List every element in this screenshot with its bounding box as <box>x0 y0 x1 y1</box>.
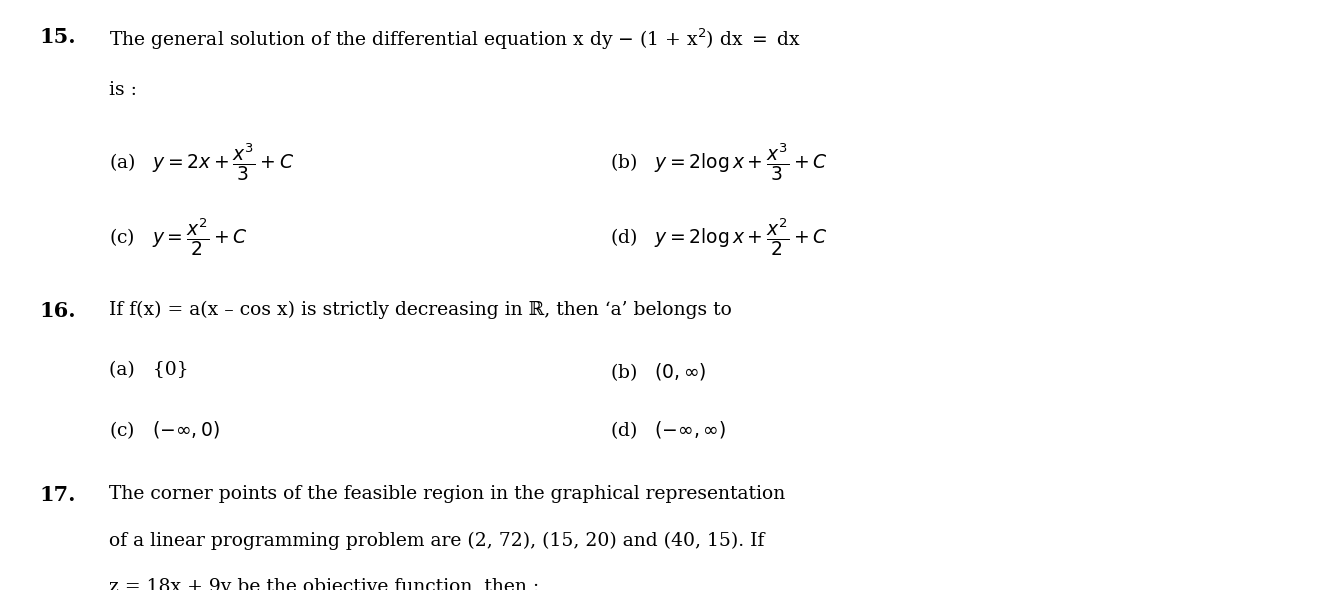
Text: 17.: 17. <box>40 485 77 505</box>
Text: 15.: 15. <box>40 27 77 47</box>
Text: The corner points of the feasible region in the graphical representation: The corner points of the feasible region… <box>109 485 786 503</box>
Text: If f(x) = a(x – cos x) is strictly decreasing in ℝ, then ‘a’ belongs to: If f(x) = a(x – cos x) is strictly decre… <box>109 301 731 319</box>
Text: (a)   $y = 2x + \dfrac{x^3}{3} + C$: (a) $y = 2x + \dfrac{x^3}{3} + C$ <box>109 142 295 183</box>
Text: (b)   $(0, \infty)$: (b) $(0, \infty)$ <box>610 361 707 383</box>
Text: is :: is : <box>109 81 137 100</box>
Text: (c)   $y = \dfrac{x^2}{2} + C$: (c) $y = \dfrac{x^2}{2} + C$ <box>109 217 247 258</box>
Text: (d)   $(-\infty, \infty)$: (d) $(-\infty, \infty)$ <box>610 419 726 441</box>
Text: (a)   {0}: (a) {0} <box>109 361 188 379</box>
Text: z = 18x + 9y be the objective function, then :: z = 18x + 9y be the objective function, … <box>109 578 539 590</box>
Text: (d)   $y = 2\log x + \dfrac{x^2}{2} + C$: (d) $y = 2\log x + \dfrac{x^2}{2} + C$ <box>610 217 828 258</box>
Text: The general solution of the differential equation x dy $-$ (1 + x$^2$) dx $=$ dx: The general solution of the differential… <box>109 27 802 52</box>
Text: (b)   $y = 2\log x + \dfrac{x^3}{3} + C$: (b) $y = 2\log x + \dfrac{x^3}{3} + C$ <box>610 142 828 183</box>
Text: 16.: 16. <box>40 301 77 321</box>
Text: of a linear programming problem are (2, 72), (15, 20) and (40, 15). If: of a linear programming problem are (2, … <box>109 532 764 550</box>
Text: (c)   $(-\infty, 0)$: (c) $(-\infty, 0)$ <box>109 419 220 441</box>
